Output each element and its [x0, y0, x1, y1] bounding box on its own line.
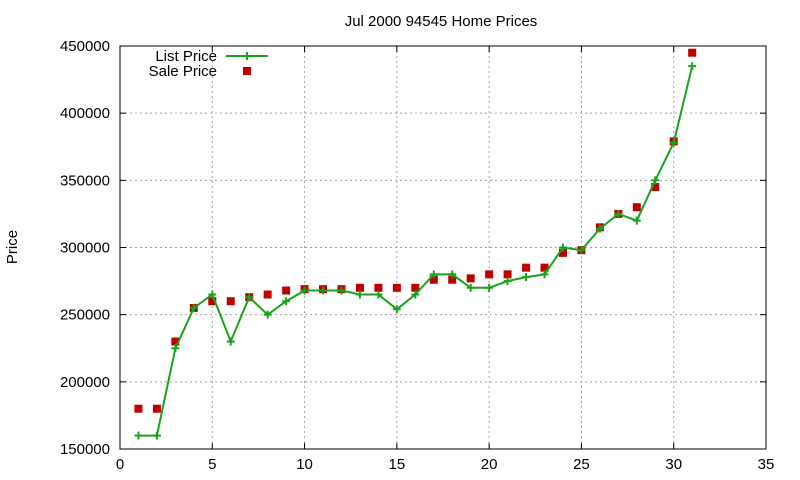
series-list-price — [134, 62, 697, 440]
list-price-point — [522, 273, 531, 282]
sale-price-point — [392, 283, 401, 292]
sale-price-point — [503, 270, 512, 279]
list-price-point — [226, 337, 235, 346]
y-tick-label: 350000 — [60, 172, 110, 189]
list-price-point — [485, 283, 494, 292]
legend-label: List Price — [155, 48, 217, 65]
sale-price-point — [688, 48, 697, 57]
list-price-point — [632, 216, 641, 225]
list-price-point — [319, 286, 328, 295]
sale-price-point — [485, 270, 494, 279]
sale-price-point — [282, 286, 291, 295]
list-price-point — [429, 270, 438, 279]
list-price-point — [688, 62, 697, 71]
chart-title: Jul 2000 94545 Home Prices — [345, 13, 538, 30]
sale-price-point — [226, 297, 235, 306]
sale-price-point — [466, 274, 475, 283]
x-tick-label: 5 — [208, 456, 216, 473]
sale-price-point — [171, 337, 180, 346]
list-price-point — [503, 277, 512, 286]
y-tick-label: 300000 — [60, 240, 110, 257]
sale-price-point — [152, 404, 161, 413]
sale-price-point — [429, 275, 438, 284]
list-price-point — [282, 297, 291, 306]
list-price-line — [138, 65, 694, 437]
list-price-point — [669, 138, 678, 147]
y-axis-label: Price — [4, 230, 21, 264]
list-price-point — [540, 270, 549, 279]
list-price-point — [651, 176, 660, 185]
list-price-point — [558, 243, 567, 252]
list-price-point — [411, 290, 420, 299]
list-price-point — [152, 431, 161, 440]
legend-entry-sale-price: Sale Price — [149, 63, 251, 80]
list-price-point — [263, 310, 272, 319]
list-price-point — [466, 283, 475, 292]
list-price-point — [577, 246, 586, 255]
grid-layer — [120, 46, 766, 449]
x-tick-label: 25 — [573, 456, 590, 473]
y-tick-label: 400000 — [60, 105, 110, 122]
list-price-point — [245, 293, 254, 302]
y-tick-label: 150000 — [60, 441, 110, 458]
sale-price-point — [632, 203, 641, 212]
list-price-point — [189, 303, 198, 312]
list-price-point — [392, 305, 401, 314]
x-tick-label: 10 — [296, 456, 313, 473]
ticks-layer: 0 5 10 15 20 25 30 35 150000 200000 250000 300000 35… — [60, 38, 774, 473]
sale-price-point — [522, 263, 531, 272]
sale-price-point — [558, 248, 567, 257]
sale-price-point — [448, 275, 457, 284]
series-sale-price — [134, 48, 697, 413]
y-tick-label: 450000 — [60, 38, 110, 55]
sale-price-point — [411, 283, 420, 292]
list-price-point — [208, 290, 217, 299]
list-price-point — [355, 290, 364, 299]
sale-price-point — [263, 290, 272, 299]
y-tick-label: 200000 — [60, 374, 110, 391]
sale-price-point — [651, 183, 660, 192]
x-tick-label: 15 — [389, 456, 406, 473]
list-price-point — [300, 286, 309, 295]
x-tick-label: 0 — [116, 456, 124, 473]
list-price-point — [134, 431, 143, 440]
x-tick-label: 30 — [665, 456, 682, 473]
sale-price-point — [540, 263, 549, 272]
x-tick-label: 20 — [481, 456, 498, 473]
sale-price-point — [355, 283, 364, 292]
list-price-point — [448, 270, 457, 279]
sale-price-point — [208, 297, 217, 306]
sale-price-point — [374, 283, 383, 292]
list-price-point — [614, 209, 623, 218]
list-price-point — [374, 290, 383, 299]
sale-price-point — [134, 404, 143, 413]
plot-frame — [119, 45, 767, 450]
list-price-point — [171, 344, 180, 353]
list-price-point — [595, 224, 604, 233]
list-price-point — [337, 286, 346, 295]
x-tick-label: 35 — [758, 456, 775, 473]
legend-swatch-square — [243, 67, 251, 75]
y-tick-label: 250000 — [60, 307, 110, 324]
series-layer — [134, 48, 697, 440]
legend-label: Sale Price — [149, 63, 217, 80]
legend-entry-list-price: List Price — [155, 48, 268, 65]
